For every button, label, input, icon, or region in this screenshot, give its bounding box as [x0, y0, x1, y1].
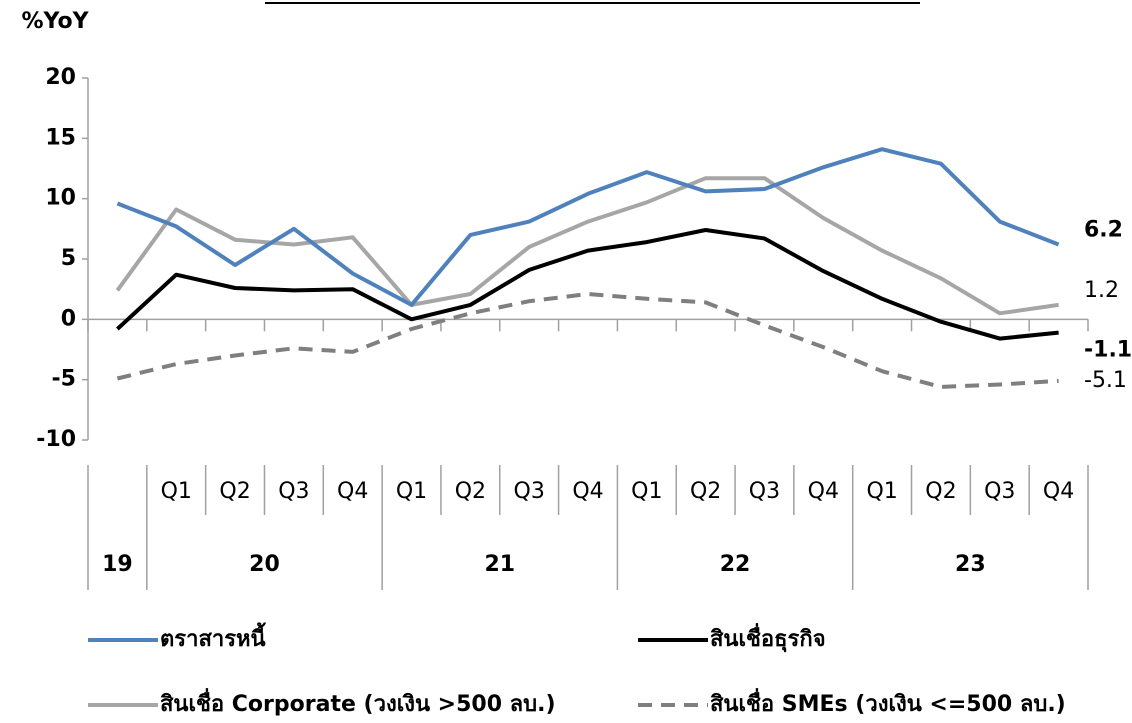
group-label: 22 [720, 552, 751, 577]
x-tick-label: Q4 [808, 479, 839, 504]
y-axis-label: %YoY [22, 9, 90, 34]
series-line [116, 292, 1059, 389]
x-tick-label: Q3 [278, 479, 309, 504]
x-tick-label: Q3 [514, 479, 545, 504]
x-tick-label: Q2 [925, 479, 956, 504]
series-line [116, 147, 1060, 307]
y-tick-label: 0 [61, 306, 76, 331]
y-tick-label: 20 [45, 65, 76, 90]
x-tick-label: Q1 [866, 479, 897, 504]
x-tick-label: Q1 [161, 479, 192, 504]
x-tick-label: Q4 [337, 479, 368, 504]
group-label: 23 [955, 552, 986, 577]
end-label: -5.1 [1084, 368, 1127, 393]
x-tick-label: Q2 [690, 479, 721, 504]
y-tick-label: 15 [45, 125, 76, 150]
legend-label: สินเชื่อธุรกิจ [710, 622, 826, 653]
end-label: 6.2 [1084, 218, 1123, 243]
end-label: -1.1 [1084, 338, 1132, 363]
group-label: 21 [484, 552, 515, 577]
x-tick-label: Q3 [984, 479, 1015, 504]
y-tick-label: -10 [36, 427, 76, 452]
group-label: 19 [102, 552, 133, 577]
x-tick-label: Q4 [1043, 479, 1074, 504]
y-tick-label: 5 [61, 246, 76, 271]
x-tick-label: Q1 [631, 479, 662, 504]
x-tick-label: Q3 [749, 479, 780, 504]
x-tick-label: Q2 [455, 479, 486, 504]
y-tick-label: -5 [52, 367, 76, 392]
x-tick-label: Q4 [572, 479, 603, 504]
x-tick-label: Q1 [396, 479, 427, 504]
group-label: 20 [249, 552, 280, 577]
series-line [116, 228, 1059, 341]
y-tick-label: 10 [45, 186, 76, 211]
legend-label: สินเชื่อ SMEs (วงเงิน <=500 ลบ.) [710, 687, 1066, 717]
legend-label: ตราสารหนี้ [160, 622, 267, 652]
legend-label: สินเชื่อ Corporate (วงเงิน >500 ลบ.) [160, 687, 556, 717]
x-tick-label: Q2 [219, 479, 250, 504]
series-line [115, 176, 1059, 316]
end-label: 1.2 [1084, 278, 1119, 303]
